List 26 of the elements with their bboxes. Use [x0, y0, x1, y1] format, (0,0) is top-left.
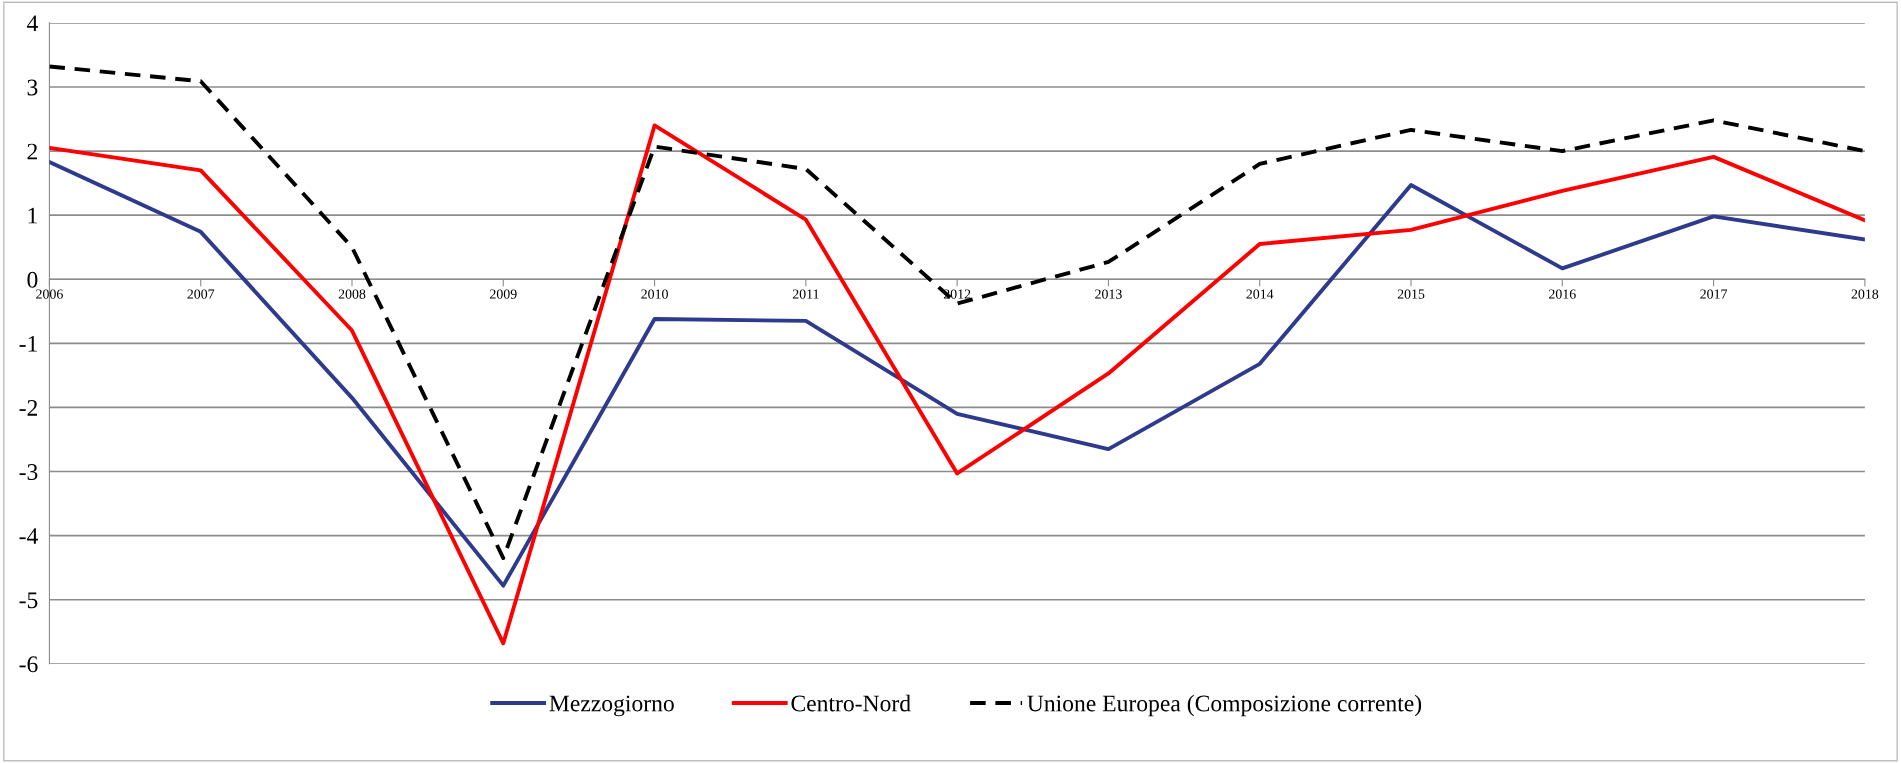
- x-tick-label: 2017: [1700, 289, 1728, 299]
- x-tick-label: 2018: [1851, 289, 1879, 299]
- legend-label: Centro-Nord: [791, 694, 911, 712]
- x-tick-label: 2010: [641, 289, 668, 299]
- x-tick-label: 2014: [1246, 289, 1274, 299]
- y-tick-label: 3: [27, 79, 38, 96]
- y-tick-label: -5: [19, 592, 38, 609]
- legend-label: Mezzogiorno: [549, 695, 674, 717]
- x-tick-label: 2016: [1549, 289, 1576, 299]
- x-tick-label: 2007: [187, 289, 215, 299]
- y-tick-label: -1: [19, 335, 37, 352]
- x-tick-label: 2008: [338, 289, 366, 299]
- y-tick-label: 1: [28, 207, 37, 224]
- x-tick-label: 2015: [1397, 289, 1425, 299]
- x-tick-label: 2006: [36, 289, 63, 299]
- y-tick-label: 2: [27, 143, 38, 160]
- x-tick-label: 2009: [490, 289, 517, 299]
- y-tick-label: -2: [19, 400, 38, 416]
- y-tick-label: -4: [19, 528, 38, 544]
- y-tick-label: -3: [19, 464, 38, 480]
- y-tick-label: -6: [19, 656, 38, 673]
- x-tick-label: 2011: [792, 289, 819, 299]
- legend-label: Unione Europea (Composizione corrente): [1027, 694, 1422, 717]
- y-tick-label: 0: [27, 271, 38, 288]
- y-tick-label: 4: [26, 15, 38, 32]
- x-tick-label: 2013: [1095, 289, 1122, 299]
